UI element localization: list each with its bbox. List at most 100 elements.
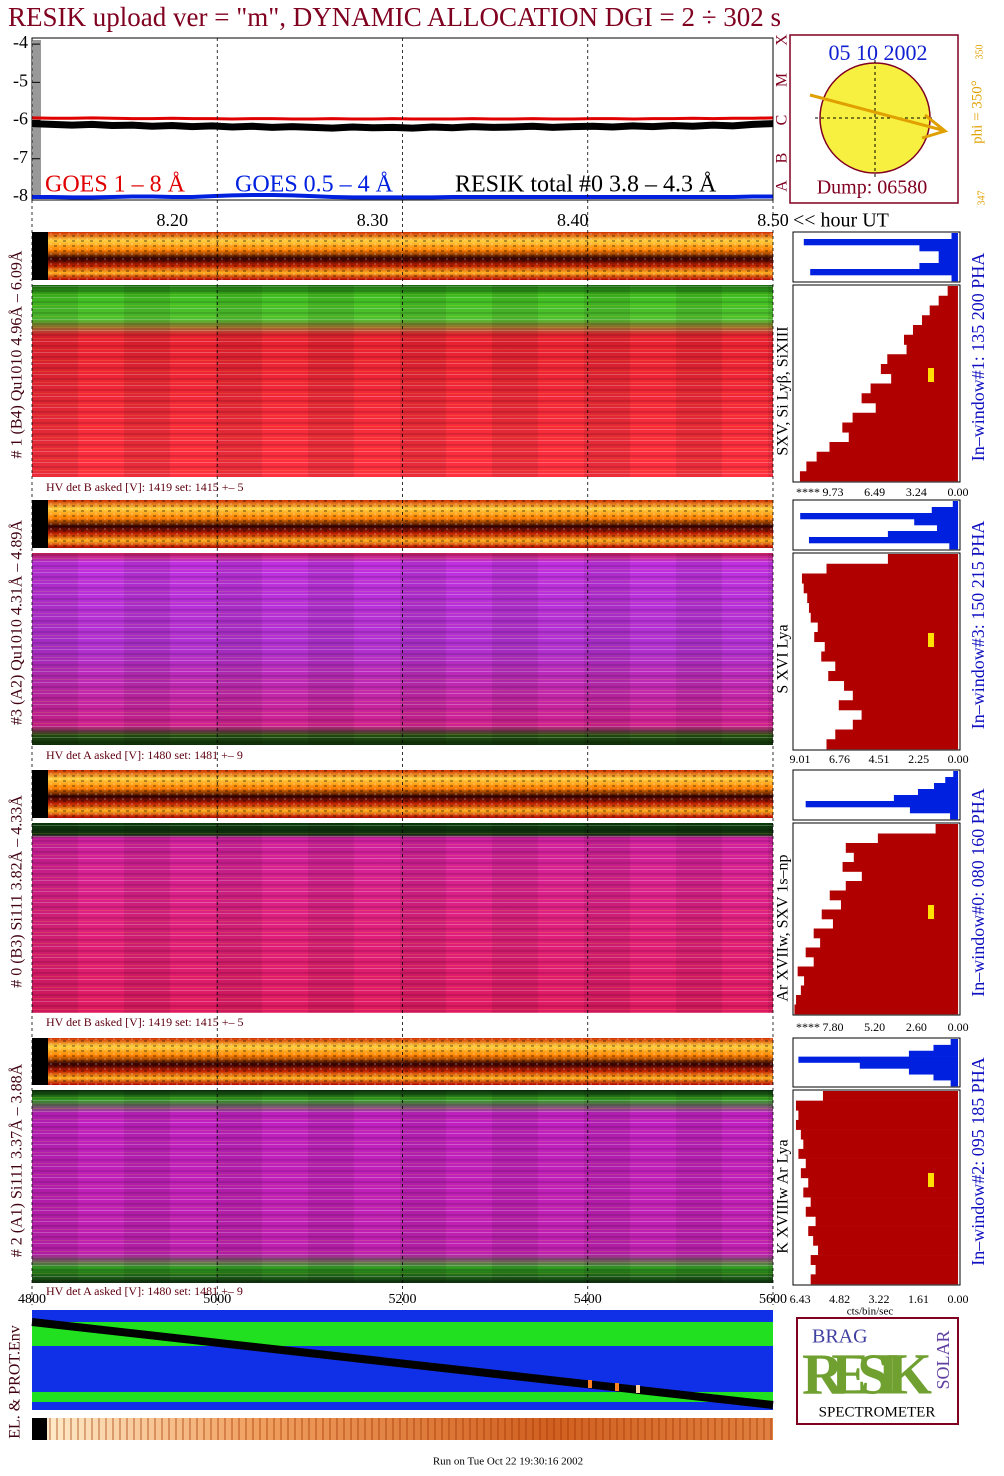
hist-tick-label: 0.00 bbox=[947, 485, 968, 499]
hist-bar bbox=[794, 1004, 959, 1015]
hist-bar bbox=[810, 612, 959, 623]
hist-bar bbox=[805, 947, 959, 958]
hist-overflow-label: **** bbox=[796, 1020, 820, 1034]
hist-bar bbox=[800, 985, 959, 996]
hist-bar bbox=[808, 1177, 959, 1188]
hist-bar bbox=[838, 700, 959, 711]
hist-bar bbox=[951, 233, 958, 240]
hist-bar bbox=[810, 1197, 959, 1208]
hist-tick-label: 7.80 bbox=[822, 1020, 843, 1034]
strip-start bbox=[32, 770, 48, 818]
hist-bar bbox=[909, 807, 959, 814]
hist-bar bbox=[807, 593, 959, 604]
hist-marker bbox=[928, 905, 934, 919]
line-label: Ar XVIIw, SXV 1s–np bbox=[775, 854, 792, 1001]
hist-bar bbox=[795, 1119, 959, 1130]
hist-axis-label: cts/bin/sec bbox=[847, 1306, 894, 1318]
hist-bar bbox=[814, 632, 959, 643]
y-tick-label: -5 bbox=[13, 70, 28, 90]
hist-bar bbox=[813, 957, 959, 967]
hist-bar bbox=[845, 881, 959, 891]
hist-tick-label: 4.82 bbox=[829, 1292, 850, 1306]
hist-overflow-label: **** bbox=[796, 485, 820, 499]
hist-bar bbox=[852, 412, 958, 423]
hist-bar bbox=[813, 928, 959, 939]
hv-text: HV det B asked [V]: 1419 set: 1415 +– 5 bbox=[46, 1015, 244, 1029]
hist-bar bbox=[861, 710, 959, 721]
hist-bar bbox=[929, 305, 958, 316]
spectrogram-cols bbox=[32, 823, 773, 1013]
hist-tick-label: 2.25 bbox=[908, 752, 929, 766]
hist-bar bbox=[800, 1168, 959, 1179]
hist-bar bbox=[875, 403, 958, 414]
channel-tick-label: 5600 bbox=[759, 1292, 787, 1307]
hist-tick-label: 3.22 bbox=[868, 1292, 889, 1306]
hist-bar bbox=[919, 245, 958, 252]
hist-bar bbox=[887, 354, 958, 365]
hist-bar bbox=[947, 286, 958, 297]
hist-bar bbox=[801, 573, 959, 584]
hist-bar bbox=[852, 719, 959, 730]
hist-bar bbox=[818, 1245, 959, 1256]
hist-tick-label: 5.20 bbox=[864, 1020, 885, 1034]
hist-bar bbox=[832, 919, 959, 929]
hist-bar bbox=[835, 661, 959, 672]
hist-bar bbox=[815, 1216, 959, 1227]
env-trace bbox=[31, 1318, 774, 1409]
x-tick-label: 8.30 bbox=[357, 210, 389, 230]
env-label: EL. & PROT.Env bbox=[7, 1325, 24, 1438]
hist-bar bbox=[810, 269, 958, 276]
hist-bar bbox=[810, 1255, 959, 1265]
hist-bar bbox=[844, 680, 959, 691]
legend-entry: GOES 0.5 – 4 Å bbox=[235, 172, 394, 198]
class-letter: B bbox=[774, 153, 791, 164]
sun-arrow bbox=[809, 93, 943, 132]
hist-bar bbox=[817, 622, 959, 633]
hist-tick-label: 4.51 bbox=[868, 752, 889, 766]
hv-text: HV det A asked [V]: 1480 set: 1481 +– 9 bbox=[46, 748, 243, 762]
hist-tick-label: 3.24 bbox=[906, 485, 927, 499]
hist-bar bbox=[859, 1062, 959, 1069]
hist-bar bbox=[870, 383, 958, 394]
x-axis-label: << hour UT bbox=[793, 210, 889, 232]
env-mark bbox=[615, 1383, 619, 1391]
dump-label: Dump: 06580 bbox=[817, 177, 928, 199]
hv-text: HV det A asked [V]: 1480 set: 1481 +– 9 bbox=[46, 1284, 243, 1298]
hist-bar bbox=[803, 239, 958, 246]
series-line bbox=[31, 120, 774, 132]
hist-bar bbox=[938, 257, 958, 264]
title: RESIK upload ver = "m", DYNAMIC ALLOCATI… bbox=[8, 2, 781, 32]
hist-marker bbox=[928, 1173, 934, 1187]
hist-bar bbox=[935, 824, 959, 834]
hist-bar bbox=[798, 1148, 959, 1159]
hist-marker bbox=[928, 368, 934, 382]
logo: BRAG RESIK SOLAR SPECTROMETER bbox=[796, 1317, 959, 1425]
hist-bar bbox=[829, 442, 958, 453]
hist-bar bbox=[835, 729, 959, 740]
y-tick-label: -8 bbox=[13, 185, 28, 205]
x-tick-label: 8.20 bbox=[156, 210, 188, 230]
x-tick-label: 8.40 bbox=[557, 210, 589, 230]
hist-bar bbox=[796, 995, 959, 1005]
hist-bar bbox=[931, 507, 959, 514]
hist-bar bbox=[861, 393, 958, 404]
hist-bar bbox=[808, 1226, 959, 1237]
hist-bar bbox=[906, 344, 958, 355]
hist-bar bbox=[887, 554, 959, 565]
env-strip-start bbox=[32, 1418, 47, 1440]
panel-label: #3 (A2) Qu1010 4.31Å – 4.89Å bbox=[8, 520, 26, 725]
hist-tick-label: 9.73 bbox=[822, 485, 843, 499]
hist-bar bbox=[919, 263, 958, 270]
hist-marker bbox=[928, 633, 934, 647]
channel-tick-label: 4800 bbox=[18, 1292, 46, 1307]
hist-bar bbox=[917, 789, 959, 796]
hist-bar bbox=[853, 852, 959, 863]
hist-bar bbox=[813, 1235, 959, 1246]
env-mark bbox=[636, 1385, 640, 1393]
hist-bar bbox=[938, 295, 958, 306]
legend-entry: GOES 1 – 8 Å bbox=[45, 172, 186, 198]
hist-bar bbox=[797, 966, 959, 977]
hist-bar bbox=[803, 1139, 959, 1150]
class-letter: C bbox=[774, 115, 791, 126]
